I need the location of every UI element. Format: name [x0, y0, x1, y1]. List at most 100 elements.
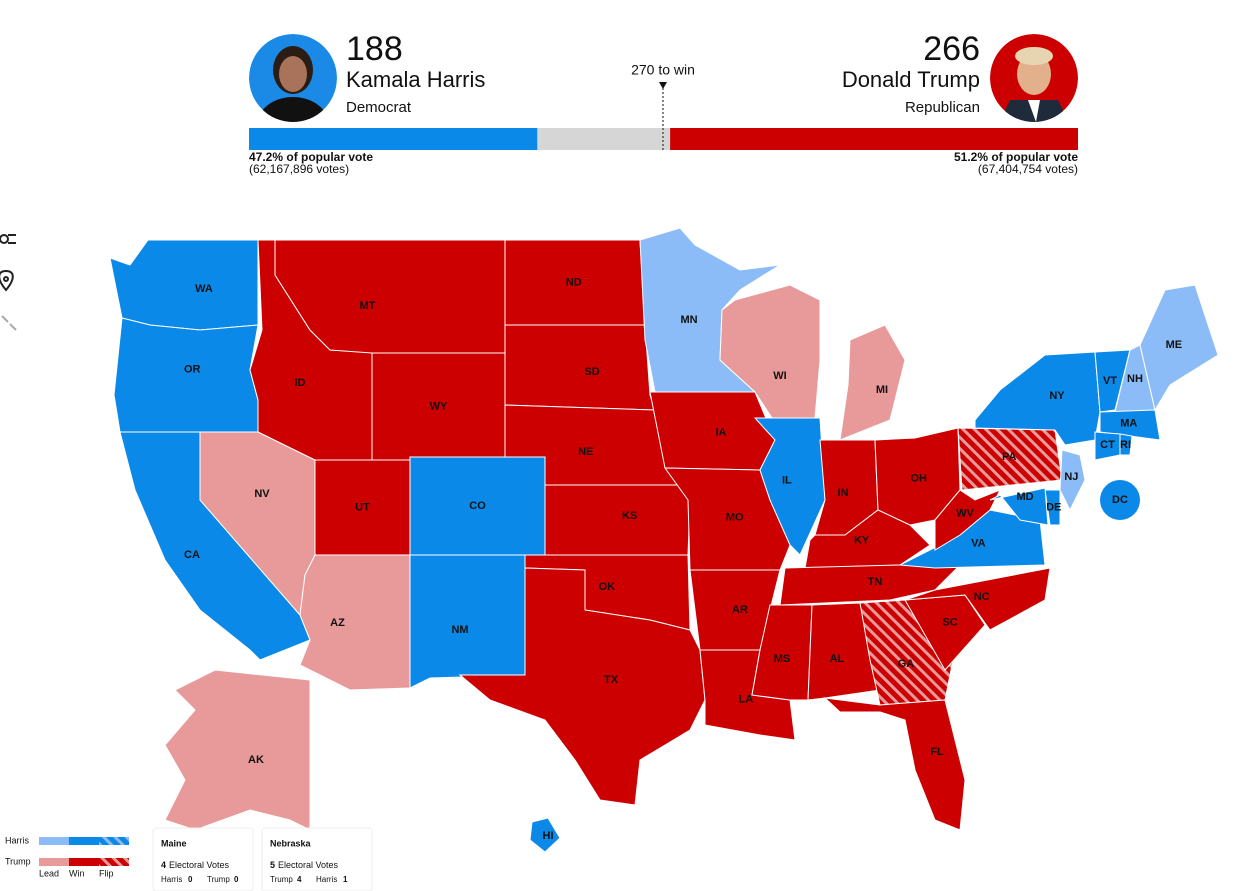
state[interactable]	[504, 324, 656, 411]
result-votes: 0	[188, 875, 193, 884]
state-label: NM	[451, 624, 468, 636]
state[interactable]	[823, 697, 966, 831]
state[interactable]	[409, 554, 526, 689]
ev-count: 4	[161, 860, 166, 870]
state[interactable]	[904, 567, 1051, 631]
state-label: TX	[604, 674, 619, 686]
state-label: NH	[1127, 373, 1143, 385]
legend-swatch	[99, 837, 129, 845]
legend-row-label: Harris	[5, 835, 29, 845]
state-label: DC	[1112, 494, 1128, 506]
filter-icon[interactable]	[0, 234, 16, 244]
state-label: UT	[355, 501, 370, 513]
toolbar[interactable]	[0, 234, 17, 331]
harris-name: Kamala Harris	[346, 67, 485, 92]
state-label: AR	[732, 604, 748, 616]
legend-swatch	[69, 858, 99, 866]
result-votes: 4	[297, 875, 302, 884]
harris-photo	[249, 34, 337, 122]
legend-column-label: Flip	[99, 868, 114, 878]
result-name: Trump	[207, 875, 230, 884]
state-label: MN	[680, 314, 697, 326]
state[interactable]	[934, 489, 1002, 551]
state-label: WV	[956, 507, 974, 519]
threshold-marker	[659, 82, 667, 89]
state[interactable]	[839, 324, 906, 441]
state[interactable]	[109, 239, 259, 331]
state-label: MI	[876, 384, 888, 396]
state-label: MD	[1016, 491, 1033, 503]
state-label: NJ	[1064, 471, 1078, 483]
state[interactable]	[807, 602, 881, 701]
trump-popular-vote: 51.2% of popular vote	[954, 150, 1078, 164]
state-label: ID	[295, 377, 306, 389]
harris-bar	[249, 128, 538, 150]
state-label: VA	[971, 538, 986, 550]
us-map: WA OR CA NV ID MT WY UT CO AZ NM ND SD NE KS OK TX MN IA MO…	[109, 227, 1219, 853]
split-state-card	[152, 827, 254, 891]
state-label: OH	[910, 473, 927, 485]
state[interactable]	[299, 554, 411, 691]
state-label: NC	[974, 591, 990, 603]
state-label: ND	[566, 276, 582, 288]
location-icon[interactable]	[0, 269, 14, 292]
state[interactable]	[719, 284, 821, 419]
legend-column-label: Lead	[39, 868, 59, 878]
ev-label: Electoral Votes	[278, 860, 339, 870]
result-votes: 1	[343, 875, 348, 884]
state[interactable]	[544, 484, 691, 556]
harris-party: Democrat	[346, 99, 412, 116]
state-label: IA	[716, 426, 727, 438]
state-label: MS	[774, 653, 791, 665]
result-name: Harris	[161, 875, 182, 884]
state-label: WY	[430, 400, 448, 412]
state-label: RI	[1120, 439, 1131, 451]
state-label: TN	[868, 576, 883, 588]
result-votes: 0	[234, 875, 239, 884]
state-label: WA	[195, 283, 213, 295]
state[interactable]	[639, 227, 781, 393]
state[interactable]	[1044, 489, 1061, 526]
state[interactable]	[989, 487, 1049, 526]
trump-name: Donald Trump	[842, 67, 980, 92]
state[interactable]	[974, 351, 1101, 446]
state[interactable]	[1099, 409, 1161, 441]
state[interactable]	[529, 817, 561, 853]
state-label: PA	[1002, 451, 1017, 463]
collapse-icon[interactable]	[1, 315, 17, 331]
state-label: HI	[543, 830, 554, 842]
trump-bar	[670, 128, 1078, 150]
state[interactable]	[804, 509, 931, 569]
state-label: SD	[584, 366, 599, 378]
state-label: KY	[854, 534, 870, 546]
result-name: Harris	[316, 875, 337, 884]
state-label: KS	[622, 510, 637, 522]
split-state-name: Nebraska	[270, 838, 312, 848]
state-label: ME	[1166, 339, 1183, 351]
state-label: AZ	[330, 617, 345, 629]
trump-party: Republican	[905, 99, 980, 116]
state-label: CA	[184, 549, 200, 561]
state-label: AL	[830, 653, 845, 665]
state[interactable]	[458, 567, 706, 806]
state[interactable]	[164, 669, 311, 831]
state-label: MT	[359, 300, 375, 312]
legend-column-label: Win	[69, 868, 85, 878]
state-label: NV	[254, 488, 270, 500]
state-label: NE	[578, 446, 593, 458]
state-label: AK	[248, 754, 264, 766]
legend-swatch	[99, 858, 129, 866]
trump-photo	[990, 34, 1078, 122]
state-label: VT	[1103, 375, 1117, 387]
state[interactable]	[1100, 480, 1140, 520]
state-label: OR	[184, 364, 201, 376]
state[interactable]	[1119, 433, 1133, 456]
legend-swatch	[69, 837, 99, 845]
legend-swatch	[39, 858, 69, 866]
state[interactable]	[649, 391, 776, 471]
legend-swatch	[39, 837, 69, 845]
state-label: IN	[838, 487, 849, 499]
state[interactable]	[1059, 449, 1086, 512]
